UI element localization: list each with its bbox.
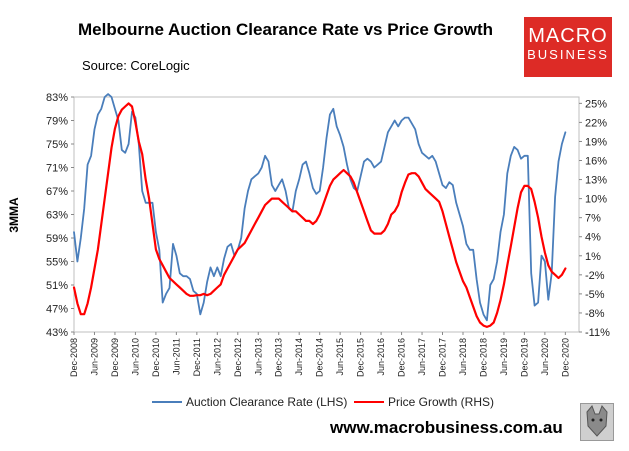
left-tick-label: 47% — [46, 304, 68, 316]
x-tick-label: Dec-2016 — [397, 338, 407, 377]
right-tick-label: 7% — [585, 213, 601, 225]
x-axis: Dec-2008 Jun-2009 Dec-2009 Jun-2010 Dec-2010… — [69, 332, 570, 377]
x-tick-label: Dec-2013 — [274, 338, 284, 377]
website-link[interactable]: www.macrobusiness.com.au — [330, 418, 563, 437]
right-tick-label: 10% — [585, 194, 607, 206]
right-tick-label: 19% — [585, 136, 607, 148]
right-tick-label: 13% — [585, 175, 607, 187]
x-tick-label: Dec-2015 — [356, 338, 366, 377]
left-tick-label: 79% — [46, 116, 68, 128]
x-tick-label: Dec-2017 — [438, 338, 448, 377]
left-tick-label: 55% — [46, 257, 68, 269]
x-tick-label: Jun-2020 — [540, 338, 550, 376]
legend: Auction Clearance Rate (LHS) Price Growt… — [152, 395, 494, 409]
logo-line-macro: MACRO — [528, 25, 608, 47]
chart-source: Source: CoreLogic — [82, 58, 190, 73]
left-tick-label: 67% — [46, 186, 68, 198]
x-tick-label: Jun-2010 — [130, 338, 140, 376]
series-line-price-growth — [72, 102, 567, 328]
right-tick-label: -11% — [585, 327, 610, 339]
x-tick-label: Jun-2015 — [335, 338, 345, 376]
right-axis: -11% -8% -5% -2% 1% 4% 7% 10% 13% 16% 19% 22% 25% — [579, 98, 610, 339]
series-layer — [72, 93, 567, 328]
left-tick-label: 83% — [46, 92, 68, 104]
left-tick-label: 59% — [46, 233, 68, 245]
legend-label-clearance: Auction Clearance Rate (LHS) — [186, 395, 347, 409]
left-tick-label: 71% — [46, 163, 68, 175]
wolf-icon — [580, 403, 614, 441]
x-tick-label: Jun-2017 — [417, 338, 427, 376]
right-tick-label: -8% — [585, 308, 605, 320]
left-axis: 43% 47% 51% 55% 59% 63% 67% 71% 75% 79% 83% — [46, 92, 74, 339]
x-tick-label: Jun-2016 — [376, 338, 386, 376]
left-tick-label: 63% — [46, 210, 68, 222]
x-tick-label: Dec-2011 — [192, 338, 202, 376]
x-tick-label: Jun-2019 — [499, 338, 509, 376]
chart-title: Melbourne Auction Clearance Rate vs Pric… — [78, 20, 494, 39]
x-tick-label: Dec-2018 — [478, 338, 488, 377]
left-tick-label: 43% — [46, 327, 68, 339]
right-tick-label: -2% — [585, 270, 605, 282]
x-tick-label: Jun-2014 — [294, 338, 304, 376]
logo-line-business: BUSINESS — [527, 47, 609, 62]
left-tick-label: 51% — [46, 280, 68, 292]
legend-label-growth: Price Growth (RHS) — [388, 395, 494, 409]
x-tick-label: Jun-2009 — [89, 338, 99, 376]
x-tick-label: Dec-2009 — [110, 338, 120, 377]
right-tick-label: 16% — [585, 156, 607, 168]
x-tick-label: Jun-2011 — [171, 338, 181, 375]
right-tick-label: 1% — [585, 251, 601, 263]
x-tick-label: Jun-2013 — [253, 338, 263, 376]
x-tick-label: Dec-2014 — [315, 338, 325, 377]
x-tick-label: Dec-2020 — [560, 338, 570, 377]
x-tick-label: Dec-2008 — [69, 338, 79, 377]
x-tick-label: Jun-2012 — [212, 338, 222, 376]
x-tick-label: Dec-2012 — [233, 338, 243, 377]
macrobusiness-logo[interactable]: MACRO BUSINESS — [524, 17, 612, 77]
x-tick-label: Jun-2018 — [458, 338, 468, 376]
right-tick-label: 25% — [585, 98, 607, 110]
right-tick-label: 22% — [585, 117, 607, 129]
x-tick-label: Dec-2019 — [519, 338, 529, 377]
y-axis-label: 3MMA — [7, 197, 21, 233]
left-tick-label: 75% — [46, 139, 68, 151]
right-tick-label: -5% — [585, 289, 605, 301]
series-line-clearance-rate — [73, 93, 567, 322]
x-tick-label: Dec-2010 — [151, 338, 161, 377]
right-tick-label: 4% — [585, 232, 601, 244]
